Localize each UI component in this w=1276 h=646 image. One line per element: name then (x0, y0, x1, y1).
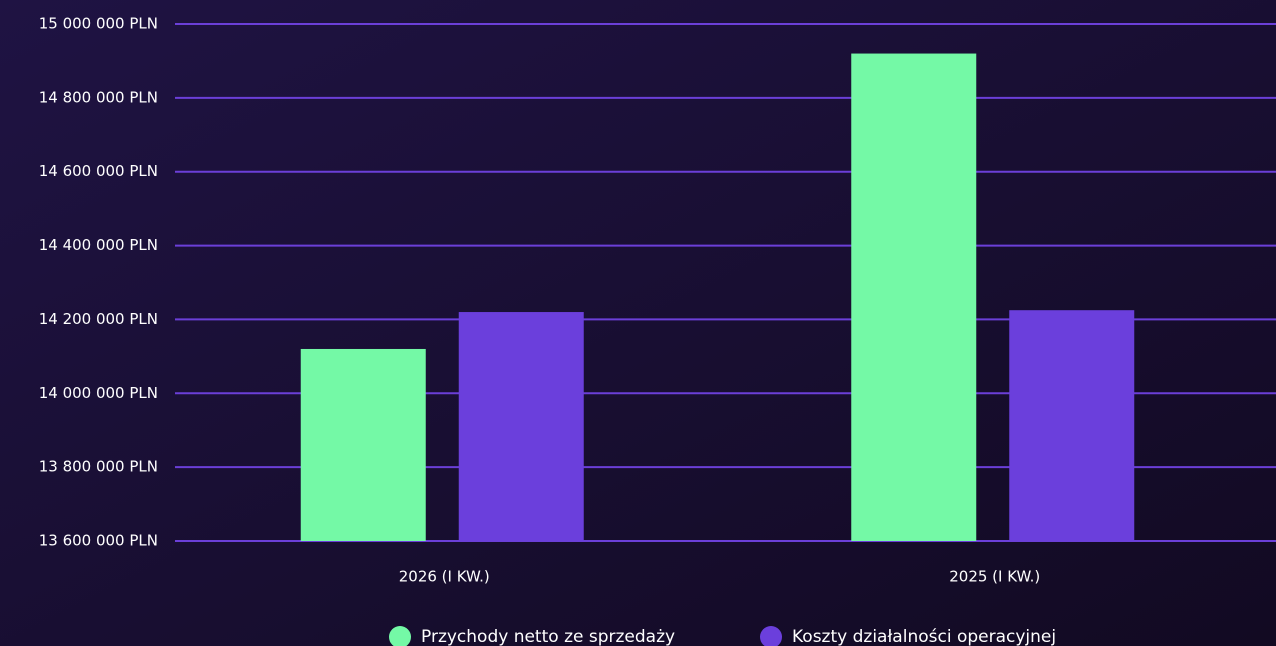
y-tick-label: 14 600 000 PLN (39, 162, 158, 180)
y-tick-label: 13 600 000 PLN (39, 532, 158, 550)
bar (851, 53, 977, 542)
x-tick-label: 2026 (I KW.) (399, 568, 490, 586)
legend-swatch (389, 626, 411, 646)
y-tick-label: 15 000 000 PLN (39, 15, 158, 33)
y-tick-label: 13 800 000 PLN (39, 458, 158, 476)
legend-label: Koszty działalności operacyjnej (792, 627, 1056, 646)
y-tick-label: 14 400 000 PLN (39, 236, 158, 254)
bar (300, 348, 426, 541)
legend-label: Przychody netto ze sprzedaży (421, 627, 675, 646)
bar (458, 312, 584, 541)
bar (1009, 310, 1135, 541)
y-tick-label: 14 800 000 PLN (39, 88, 158, 106)
y-tick-label: 14 000 000 PLN (39, 384, 158, 402)
legend-swatch (760, 626, 782, 646)
y-tick-label: 14 200 000 PLN (39, 310, 158, 328)
x-tick-label: 2025 (I KW.) (949, 568, 1040, 586)
